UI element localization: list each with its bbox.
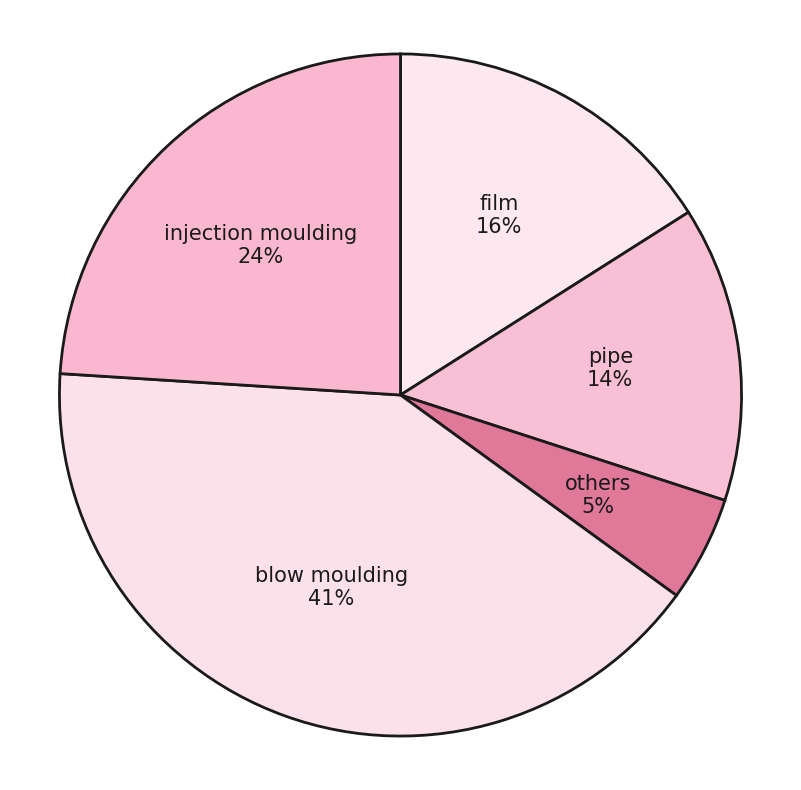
- Wedge shape: [60, 54, 400, 395]
- Wedge shape: [400, 54, 689, 395]
- Text: others
5%: others 5%: [565, 474, 631, 517]
- Wedge shape: [400, 395, 725, 596]
- Text: injection moulding
24%: injection moulding 24%: [163, 224, 357, 268]
- Text: blow moulding
41%: blow moulding 41%: [255, 566, 408, 609]
- Text: film
16%: film 16%: [476, 194, 522, 237]
- Wedge shape: [59, 374, 676, 736]
- Text: pipe
14%: pipe 14%: [587, 347, 634, 390]
- Wedge shape: [400, 213, 742, 500]
